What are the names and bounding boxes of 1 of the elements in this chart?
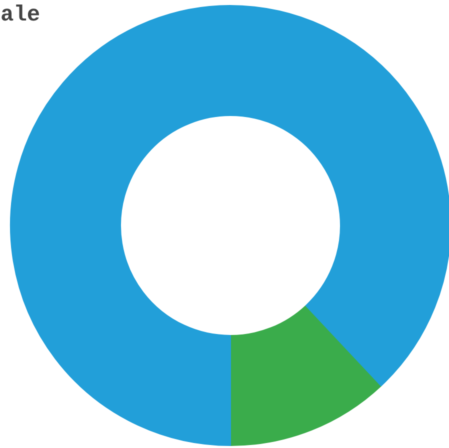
chart-title: ale xyxy=(0,2,40,28)
